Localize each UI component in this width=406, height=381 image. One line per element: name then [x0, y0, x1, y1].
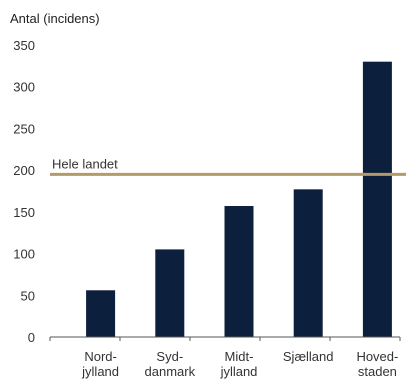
- bar: [86, 290, 116, 337]
- bar: [155, 249, 185, 337]
- y-tick-label: 100: [13, 247, 35, 262]
- reference-line-label: Hele landet: [52, 156, 118, 171]
- bars: [86, 61, 392, 337]
- y-tick-label: 300: [13, 80, 35, 95]
- x-axis-labels: Nord-jylland Syd-danmark Midt-jylland Sjæll…: [49, 337, 401, 379]
- bar: [362, 61, 392, 337]
- x-category-label: Nord-jylland: [81, 349, 119, 379]
- y-tick-label: 0: [28, 330, 35, 345]
- y-tick-label: 50: [21, 288, 35, 303]
- y-tick-label: 150: [13, 205, 35, 220]
- y-tick-label: 200: [13, 163, 35, 178]
- y-axis-title: Antal (incidens): [10, 11, 100, 26]
- x-category-label: Syd-danmark: [145, 349, 196, 379]
- bar: [293, 189, 323, 337]
- x-category-label: Midt-jylland: [220, 349, 258, 379]
- x-category-label: Hoved-staden: [356, 349, 398, 379]
- y-axis-ticks: 0 50 100 150 200 250 300 350: [13, 38, 35, 345]
- x-category-label: Sjælland: [283, 349, 334, 364]
- y-tick-label: 350: [13, 38, 35, 53]
- bar: [224, 206, 254, 337]
- y-tick-label: 250: [13, 121, 35, 136]
